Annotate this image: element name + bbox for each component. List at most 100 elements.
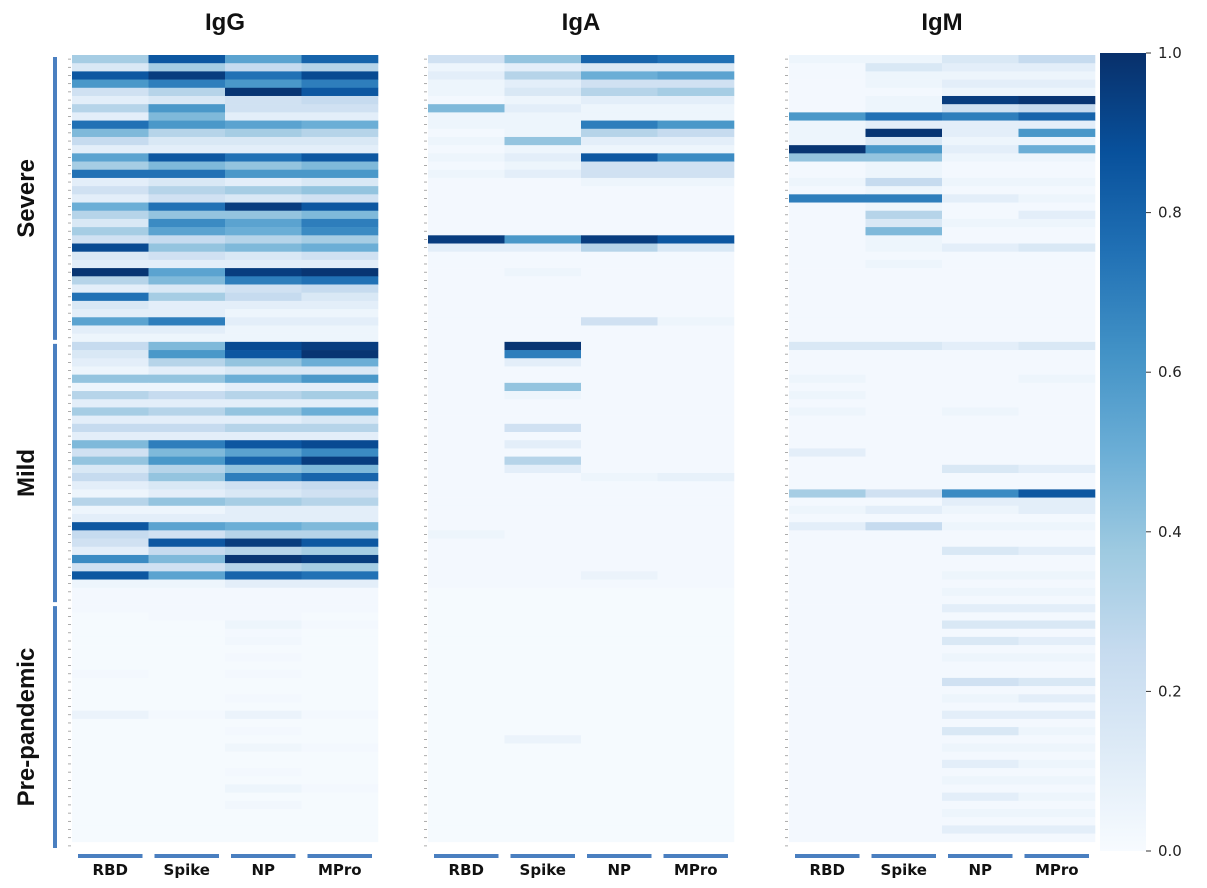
heatmap-cell [428,391,505,400]
heatmap-cell [504,702,582,711]
panel-IgM: RBD Spike NP MPro [785,55,1096,879]
heatmap-cell [865,276,943,285]
heatmap-cell [148,317,226,326]
heatmap-cell [148,95,226,105]
heatmap-cell [581,669,658,679]
heatmap-cell [865,79,943,89]
heatmap-cell [301,710,379,720]
heatmap-cell [942,677,1019,687]
heatmap-cell [301,251,379,261]
heatmap-cell [1018,71,1096,80]
heatmap-cell [504,792,582,802]
heatmap-cell [148,710,226,720]
heatmap-cell [581,636,658,646]
heatmap-cell [865,710,943,720]
heatmap-cell [657,55,735,64]
heatmap-cell [865,268,943,277]
heatmap-cell [504,743,582,752]
heatmap-cell [657,743,735,752]
heatmap-cell [72,710,149,720]
heatmap-cell [789,71,866,80]
heatmap-cell [148,751,226,761]
heatmap-cell [225,792,302,802]
heatmap-cell [504,407,582,416]
heatmap-cell [789,612,866,621]
heatmap-cell [1018,161,1096,171]
row-group-label: Mild [13,449,40,497]
heatmap-cell [301,374,379,384]
heatmap-cell [301,768,379,777]
heatmap-cell [581,513,658,523]
heatmap-cell [657,636,735,646]
heatmap-cell [942,341,1019,351]
heatmap-cell [428,538,505,548]
heatmap-cell [428,284,505,293]
heatmap-cell [504,718,582,728]
heatmap-cell [865,489,943,498]
heatmap-cell [581,251,658,261]
heatmap-cell [225,768,302,777]
heatmap-cell [942,218,1019,228]
heatmap-cell [789,776,866,785]
heatmap-cell [865,87,943,97]
heatmap-cell [148,104,226,113]
heatmap-cell [225,128,302,138]
heatmap-cell [581,161,658,171]
heatmap-cell [72,136,149,146]
heatmap-cell [1018,366,1096,375]
heatmap-cell [301,366,379,375]
heatmap-cell [72,800,149,810]
heatmap-cell [504,497,582,507]
heatmap-cell [225,382,302,392]
heatmap-cell [148,309,226,318]
heatmap-cell [942,391,1019,400]
heatmap-cell [428,382,505,392]
heatmap-cell [581,595,658,605]
heatmap-cell [428,407,505,416]
heatmap-cell [789,686,866,695]
heatmap-cell [72,530,149,539]
heatmap-cell [72,448,149,457]
heatmap-cell [301,628,379,638]
heatmap-cell [504,243,582,253]
heatmap-cell [1018,587,1096,597]
heatmap-cell [789,792,866,802]
heatmap-cell [1018,112,1096,121]
heatmap-cell [942,571,1019,580]
heatmap-cell [72,218,149,228]
heatmap-cell [581,104,658,113]
panel-IgA: RBD Spike NP MPro [424,55,735,879]
heatmap-cell [72,374,149,384]
heatmap-cell [942,595,1019,605]
heatmap-cell [225,661,302,670]
heatmap-cell [148,587,226,597]
heatmap-cell [428,620,505,630]
heatmap-cell [148,153,226,162]
heatmap-cell [301,702,379,711]
heatmap-cell [72,112,149,121]
column-label: NP [607,861,631,879]
heatmap-cell [428,776,505,785]
heatmap-cell [942,579,1019,589]
heatmap-cell [148,612,226,621]
heatmap-cell [789,833,866,843]
heatmap-cell [789,423,866,433]
heatmap-cell [581,522,658,531]
heatmap-cell [148,776,226,785]
heatmap-cell [148,636,226,646]
heatmap-cell [225,259,302,269]
heatmap-cell [72,202,149,212]
heatmap-cell [504,440,582,449]
heatmap-cell [428,71,505,80]
heatmap-cell [428,595,505,605]
heatmap-cell [72,759,149,769]
heatmap-cell [581,235,658,244]
heatmap-cell [72,292,149,302]
heatmap-cell [865,325,943,334]
heatmap-cell [72,743,149,752]
heatmap-cell [942,333,1019,343]
heatmap-cell [504,186,582,195]
heatmap-cell [942,407,1019,416]
heatmap-cell [865,579,943,589]
heatmap-cell [301,350,379,359]
